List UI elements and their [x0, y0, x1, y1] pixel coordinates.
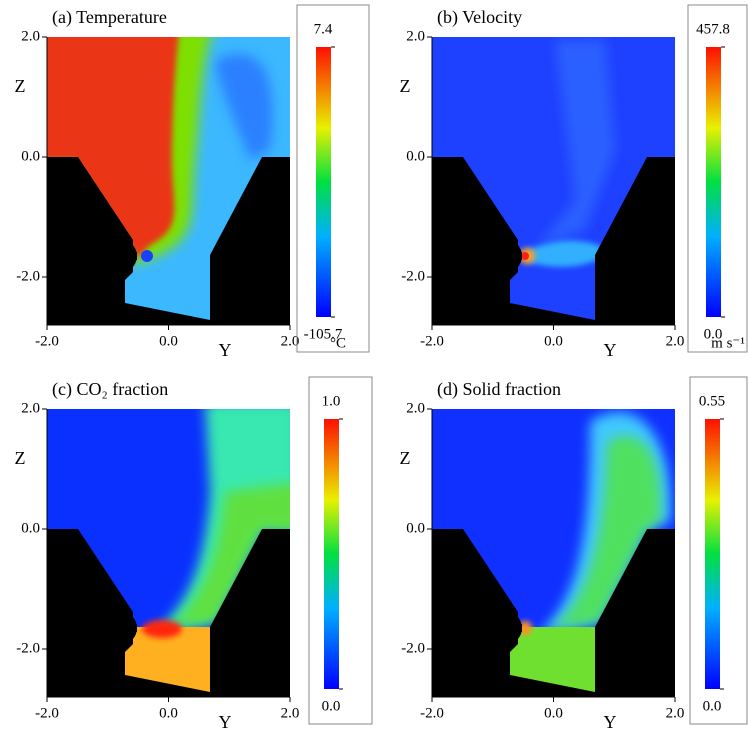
panel: -2.0 0.0 2.0 -2.0 0.0 2.0 (c) CO₂ fraction Y Z — [15, 379, 300, 732]
field — [47, 37, 290, 325]
wall — [103, 239, 137, 273]
field-spot — [141, 250, 153, 262]
colorbar: 0.0 0.55 — [689, 376, 748, 725]
field-region — [535, 40, 615, 250]
field-region — [170, 483, 290, 627]
wall — [510, 252, 522, 260]
y-axis-label: Z — [400, 76, 411, 96]
y-tick-label: -2.0 — [16, 640, 40, 656]
panel: -2.0 0.0 2.0 -2.0 0.0 2.0 (a) Temperature Y Z — [15, 7, 300, 360]
wall — [488, 239, 522, 273]
wall — [47, 529, 210, 697]
x-tick-label: -2.0 — [35, 705, 59, 721]
x-tick-label: 0.0 — [544, 333, 563, 349]
y-tick-label: -2.0 — [401, 268, 425, 284]
x-axis-label: Y — [604, 712, 617, 732]
field — [47, 409, 290, 697]
x-tick-label: 0.0 — [159, 333, 178, 349]
colorbar-label: 0.0 — [322, 698, 341, 714]
field — [432, 37, 675, 325]
chart-title: (c) CO₂ fraction — [52, 379, 168, 400]
x-tick-label: 2.0 — [281, 333, 300, 349]
x-axis-label: Y — [219, 712, 232, 732]
x-tick-label: 2.0 — [281, 705, 300, 721]
chart-title: (d) Solid fraction — [437, 379, 561, 400]
y-tick-label: 2.0 — [21, 400, 40, 416]
wall — [210, 157, 290, 325]
colorbar-gradient — [316, 47, 331, 317]
chart-title: (a) Temperature — [52, 7, 167, 28]
wall — [595, 529, 675, 697]
colorbar-label: 0.0 — [703, 698, 722, 714]
field-region — [215, 54, 273, 160]
colorbar: 0.0 1.0 — [308, 376, 373, 725]
y-axis-label: Z — [15, 448, 26, 468]
colorbar-unit: °C — [330, 335, 346, 351]
colorbar-unit: m s⁻¹ — [711, 335, 745, 351]
x-tick-label: 2.0 — [666, 705, 685, 721]
y-tick-label: -2.0 — [401, 640, 425, 656]
colorbar-label: 1.0 — [322, 393, 341, 409]
wall — [432, 157, 595, 325]
x-tick-label: -2.0 — [420, 333, 444, 349]
x-axis-label: Y — [219, 340, 232, 360]
wall — [210, 529, 290, 697]
x-tick-label: -2.0 — [35, 333, 59, 349]
colorbar-frame — [296, 4, 370, 353]
y-tick-label: -2.0 — [16, 268, 40, 284]
x-axis-label: Y — [604, 340, 617, 360]
colorbar-frame — [689, 376, 748, 725]
y-tick-label: 0.0 — [406, 520, 425, 536]
field-region — [47, 37, 179, 258]
chart-title: (b) Velocity — [437, 7, 522, 28]
y-tick-label: 2.0 — [406, 400, 425, 416]
field-spot — [521, 252, 529, 260]
field-region — [550, 435, 661, 630]
y-tick-label: 2.0 — [406, 28, 425, 44]
colorbar-label: 457.8 — [696, 21, 730, 37]
colorbar-label: -105.7 — [304, 326, 343, 342]
wall — [47, 157, 210, 325]
wall — [125, 252, 137, 260]
field — [432, 409, 675, 697]
colorbar-frame — [308, 376, 373, 725]
colorbar: -105.7 7.4 °C — [296, 4, 370, 353]
colorbar-frame — [687, 4, 748, 353]
y-axis-label: Z — [400, 448, 411, 468]
wall — [595, 157, 675, 325]
wall — [103, 611, 137, 645]
colorbar-label: 0.55 — [699, 393, 725, 409]
colorbar-gradient — [706, 47, 721, 317]
x-tick-label: 0.0 — [159, 705, 178, 721]
x-tick-label: -2.0 — [420, 705, 444, 721]
wall — [125, 624, 137, 632]
field-region — [527, 240, 610, 267]
colorbar-label: 0.0 — [704, 326, 723, 342]
x-tick-label: 0.0 — [544, 705, 563, 721]
colorbar-gradient — [705, 419, 720, 689]
field-region — [150, 409, 290, 637]
colorbar: 0.0 457.8 m s⁻¹ — [687, 4, 748, 353]
field-spot — [142, 620, 182, 638]
colorbar-label: 7.4 — [314, 21, 333, 37]
wall — [488, 611, 522, 645]
wall — [510, 624, 522, 632]
panel: -2.0 0.0 2.0 -2.0 0.0 2.0 (b) Velocity Y Z — [400, 7, 685, 360]
x-tick-label: 2.0 — [666, 333, 685, 349]
y-tick-label: 0.0 — [21, 148, 40, 164]
y-tick-label: 2.0 — [21, 28, 40, 44]
panel: -2.0 0.0 2.0 -2.0 0.0 2.0 (d) Solid fraction Y Z — [400, 379, 685, 732]
y-tick-label: 0.0 — [21, 520, 40, 536]
y-tick-label: 0.0 — [406, 148, 425, 164]
y-axis-label: Z — [15, 76, 26, 96]
colorbar-gradient — [324, 419, 339, 689]
wall — [432, 529, 595, 697]
